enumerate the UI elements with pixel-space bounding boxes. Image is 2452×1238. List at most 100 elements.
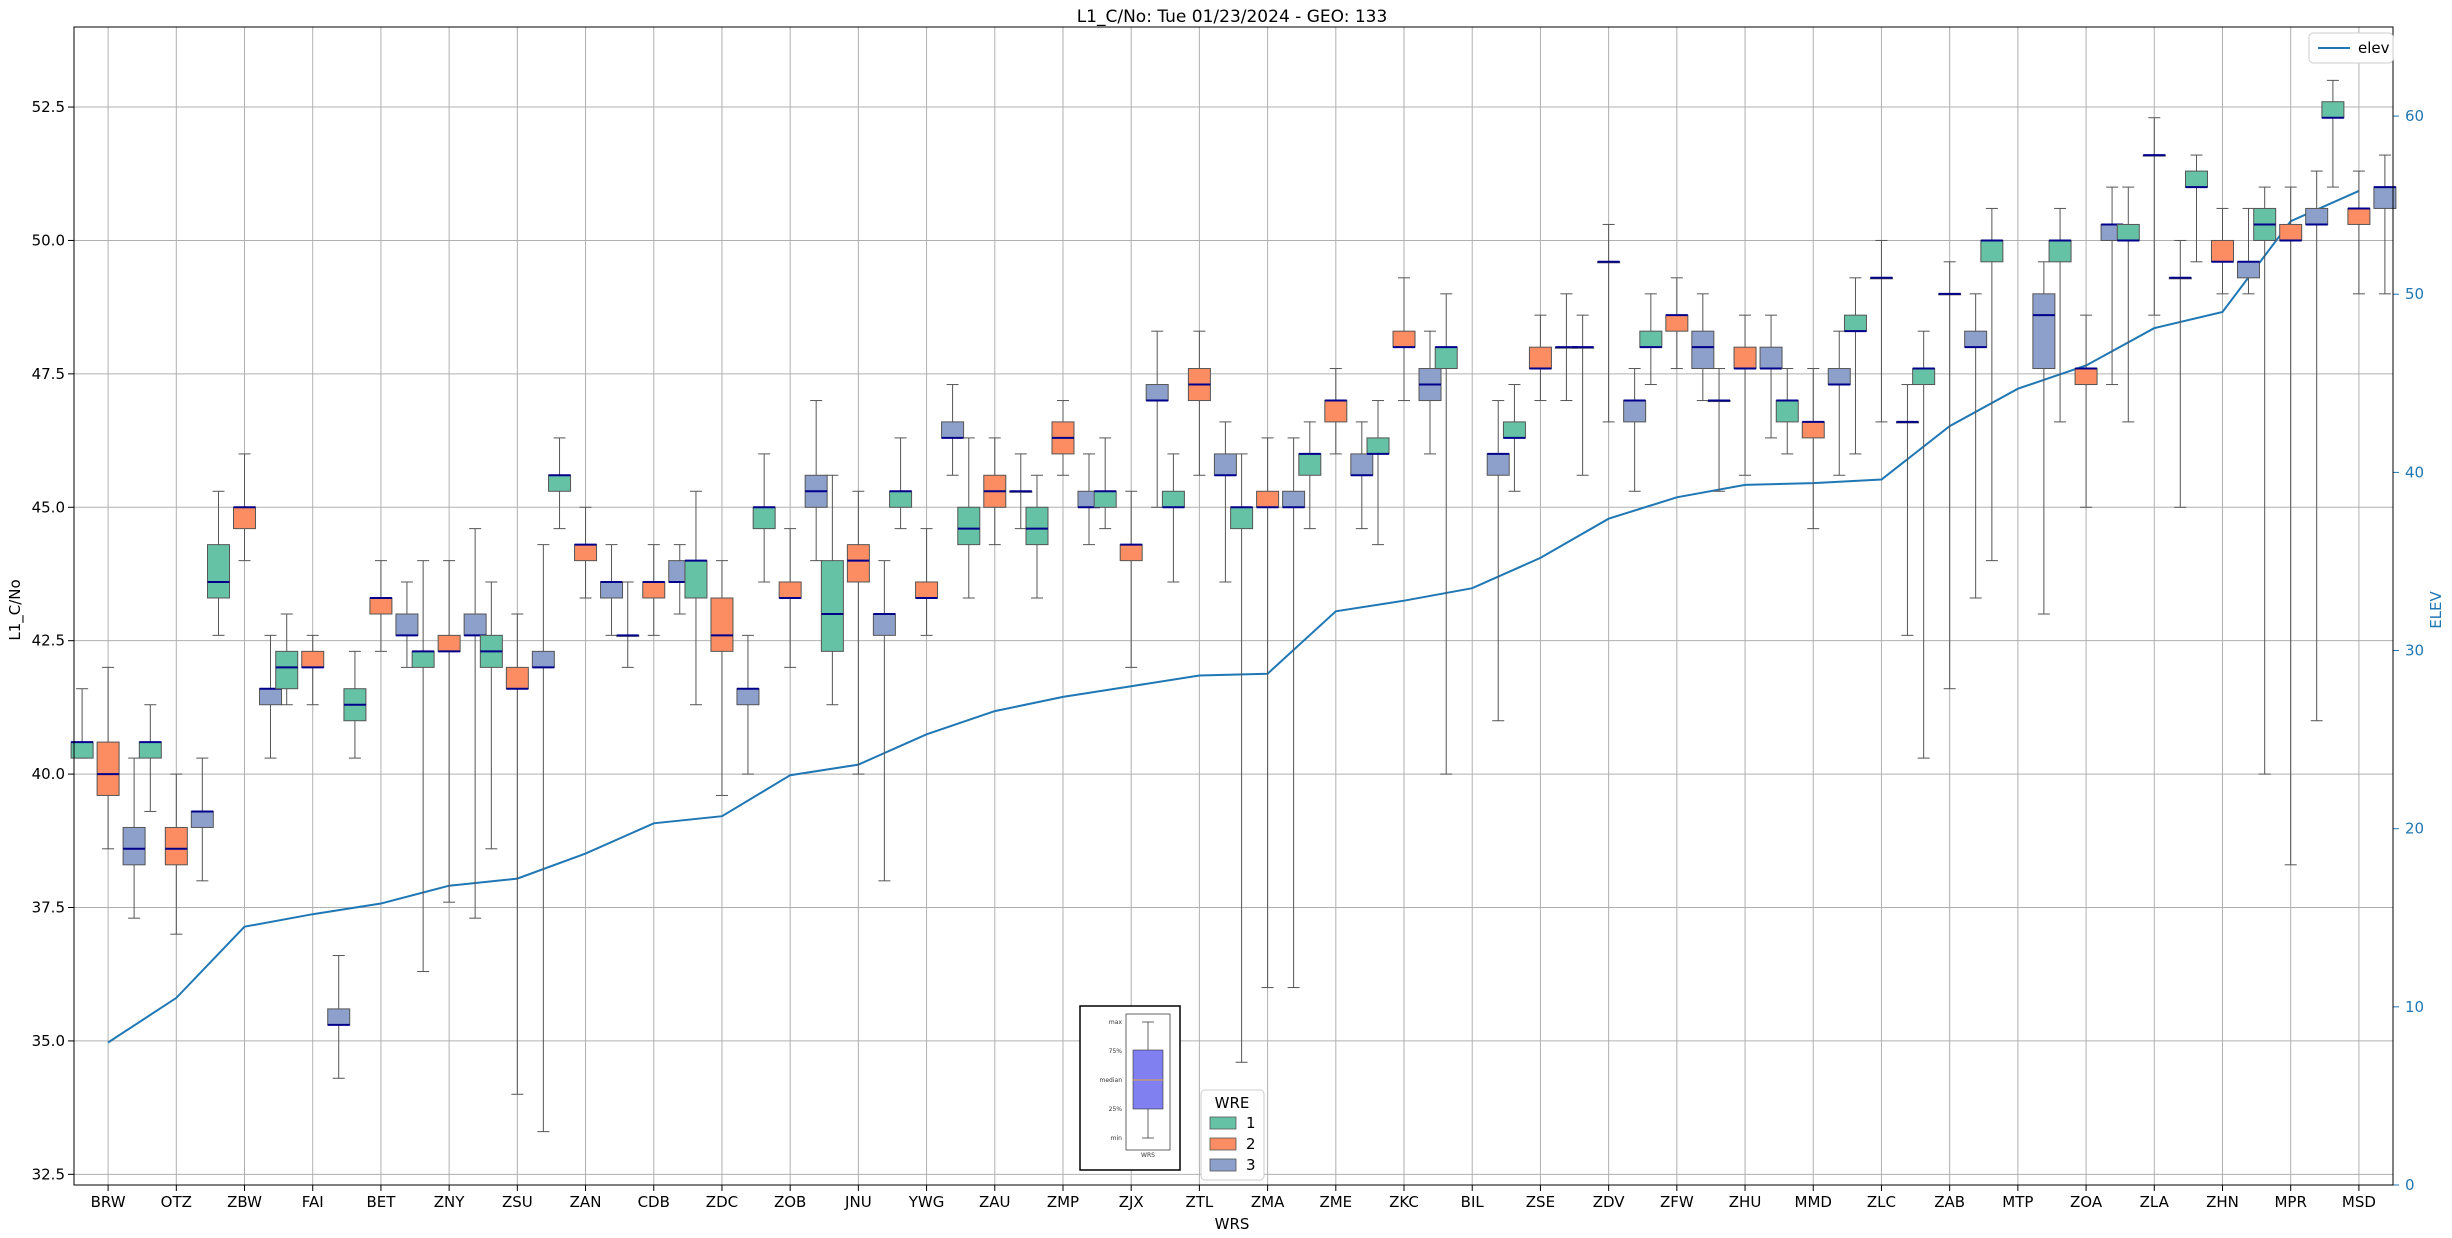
x-tick-label: BET bbox=[366, 1193, 396, 1211]
x-tick-label: JNU bbox=[844, 1193, 872, 1211]
box-ZAN-wre2 bbox=[574, 506, 598, 599]
x-tick-label: ZAN bbox=[570, 1193, 602, 1211]
box-BRW-wre3 bbox=[122, 757, 146, 919]
box-iqr bbox=[684, 560, 708, 599]
y2-tick-label: 10 bbox=[2405, 998, 2424, 1016]
box-iqr bbox=[1759, 346, 1783, 370]
box-BET-wre1 bbox=[343, 650, 367, 759]
x-tick-label: ZFW bbox=[1660, 1193, 1694, 1211]
box-layer bbox=[70, 79, 2397, 1133]
x-tick-label: FAI bbox=[302, 1193, 324, 1211]
box-iqr bbox=[548, 474, 572, 492]
grid-layer bbox=[74, 27, 2393, 1185]
elev-legend: elev bbox=[2308, 32, 2394, 64]
x-tick-label: ZSE bbox=[1526, 1193, 1555, 1211]
wre-legend-label-1: 1 bbox=[1246, 1114, 1256, 1132]
x-tick-label: ZTL bbox=[1185, 1193, 1213, 1211]
box-ZKC-wre1 bbox=[1366, 400, 1390, 546]
box-ZAB-wre3 bbox=[1964, 293, 1988, 599]
box-iqr bbox=[207, 544, 231, 599]
box-CDB-wre1 bbox=[616, 581, 640, 668]
box-ZNY-wre2 bbox=[437, 560, 461, 903]
box-iqr bbox=[275, 650, 299, 690]
box-YWG-wre2 bbox=[915, 528, 939, 636]
box-iqr bbox=[327, 1008, 351, 1026]
y-tick-label: 35.0 bbox=[32, 1032, 65, 1050]
inset-label-min: min bbox=[1111, 1135, 1123, 1142]
box-YWG-wre3 bbox=[941, 384, 965, 476]
box-BET-wre3 bbox=[395, 581, 419, 668]
box-ZTL-wre3 bbox=[1213, 421, 1237, 583]
box-ZHU-wre1 bbox=[1707, 368, 1731, 492]
box-ZBW-wre2 bbox=[233, 453, 257, 562]
x-tick-label: ZHU bbox=[1729, 1193, 1762, 1211]
box-iqr bbox=[411, 650, 435, 668]
box-JNU-wre1 bbox=[820, 474, 844, 706]
box-iqr bbox=[2305, 207, 2329, 225]
x-tick-label: ZMA bbox=[1251, 1193, 1285, 1211]
box-ZSU-wre2 bbox=[505, 613, 529, 1095]
box-ZBW-wre1 bbox=[207, 490, 231, 636]
box-ZMA-wre1 bbox=[1230, 453, 1254, 1063]
box-iqr bbox=[463, 613, 487, 636]
box-ZJX-wre2 bbox=[1119, 490, 1143, 668]
box-ZSE-wre1 bbox=[1502, 384, 1526, 492]
box-iqr bbox=[846, 544, 870, 583]
box-MTP-wre1 bbox=[1980, 207, 2004, 562]
y-tick-label: 37.5 bbox=[32, 899, 65, 917]
box-iqr bbox=[531, 650, 555, 668]
x-tick-label: ZSU bbox=[502, 1193, 533, 1211]
y2-tick-label: 50 bbox=[2405, 285, 2424, 303]
box-ZAB-wre2 bbox=[1938, 261, 1962, 690]
box-ZNY-wre3 bbox=[463, 528, 487, 919]
box-iqr bbox=[1145, 384, 1169, 402]
elev-legend-frame bbox=[2308, 32, 2394, 64]
box-ZSU-wre3 bbox=[531, 544, 555, 1133]
box-ZME-wre3 bbox=[1350, 421, 1374, 530]
y-tick-label: 45.0 bbox=[32, 498, 65, 516]
box-iqr bbox=[437, 634, 461, 652]
x-tick-label: MTP bbox=[2002, 1193, 2033, 1211]
box-iqr bbox=[395, 613, 419, 636]
box-ZTL-wre2 bbox=[1187, 330, 1211, 476]
box-ZOB-wre2 bbox=[778, 528, 802, 668]
box-iqr bbox=[1801, 421, 1825, 439]
elev-line bbox=[107, 189, 2360, 1044]
box-ZHN-wre3 bbox=[2236, 207, 2260, 295]
inset-label-75: 75% bbox=[1109, 1048, 1123, 1055]
box-ZMA-wre3 bbox=[1282, 437, 1306, 989]
box-ZJX-wre1 bbox=[1093, 437, 1117, 530]
box-iqr bbox=[1623, 400, 1647, 423]
box-ZME-wre2 bbox=[1324, 368, 1348, 455]
x-tick-label: ZOB bbox=[774, 1193, 806, 1211]
box-iqr bbox=[2279, 223, 2303, 241]
box-iqr bbox=[96, 741, 120, 796]
box-YWG-wre1 bbox=[889, 437, 913, 530]
box-BRW-wre2 bbox=[96, 666, 120, 850]
box-MMD-wre2 bbox=[1801, 368, 1825, 530]
box-ZMP-wre2 bbox=[1051, 400, 1075, 476]
wre-legend-swatch-2 bbox=[1209, 1137, 1237, 1151]
box-iqr bbox=[736, 688, 760, 706]
box-ZAN-wre1 bbox=[548, 437, 572, 530]
box-iqr bbox=[1025, 506, 1049, 546]
box-OTZ-wre2 bbox=[164, 773, 188, 935]
y-tick-label: 32.5 bbox=[32, 1165, 65, 1183]
x-tick-label: MSD bbox=[2342, 1193, 2376, 1211]
box-iqr bbox=[1282, 490, 1306, 508]
y-axis-label: L1_C/No bbox=[6, 579, 25, 640]
box-ZAB-wre1 bbox=[1912, 330, 1936, 759]
box-BET-wre2 bbox=[369, 560, 393, 652]
box-ZMP-wre1 bbox=[1025, 474, 1049, 599]
x-tick-label: ZDC bbox=[706, 1193, 738, 1211]
box-iqr bbox=[574, 544, 598, 562]
wre-legend-swatch-1 bbox=[1209, 1116, 1237, 1130]
plot-frame bbox=[73, 26, 2394, 1186]
box-MPR-wre2 bbox=[2279, 186, 2303, 866]
x-tick-label: ZHN bbox=[2206, 1193, 2239, 1211]
box-iqr bbox=[190, 810, 214, 828]
x-tick-label: BRW bbox=[91, 1193, 126, 1211]
box-ZFW-wre3 bbox=[1691, 293, 1715, 402]
box-iqr bbox=[1733, 346, 1757, 370]
